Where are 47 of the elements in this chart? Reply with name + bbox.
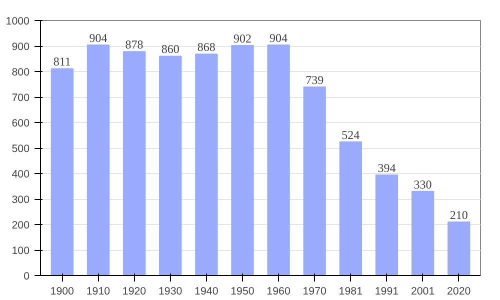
y-tick-label: 0 <box>24 270 30 282</box>
x-tick-label: 1991 <box>374 286 399 298</box>
data-label: 878 <box>125 38 144 52</box>
data-label: 330 <box>414 177 432 192</box>
y-tick-label: 700 <box>12 92 30 104</box>
y-tick-label: 800 <box>12 66 30 78</box>
bar <box>267 44 290 276</box>
bar <box>411 190 434 276</box>
x-tick-label: 1960 <box>266 286 290 298</box>
data-label: 904 <box>270 30 288 45</box>
y-tick-label: 100 <box>12 245 30 257</box>
x-tick-label: 1920 <box>122 286 146 298</box>
x-tick-label: 1900 <box>50 286 74 298</box>
data-label: 868 <box>197 40 216 54</box>
bar <box>339 141 362 276</box>
x-tick-label: 1970 <box>302 286 327 298</box>
bar <box>159 56 182 276</box>
x-tick-label: 1981 <box>338 286 363 298</box>
bar <box>448 221 470 276</box>
y-tick-label: 300 <box>12 194 30 206</box>
x-tick-label: 2001 <box>410 286 435 298</box>
bar <box>231 44 254 276</box>
data-label: 394 <box>378 161 396 176</box>
y-tick-label: 200 <box>12 220 30 232</box>
y-tick-label: 1000 <box>6 16 30 28</box>
bar <box>86 44 110 276</box>
x-tick-label: 1930 <box>158 286 182 298</box>
bar <box>195 54 218 276</box>
y-tick-label: 600 <box>12 118 30 130</box>
x-tick-label: 2020 <box>447 286 471 298</box>
y-tick-label: 900 <box>12 41 30 53</box>
y-tick-label: 400 <box>12 168 30 180</box>
data-label: 524 <box>342 128 360 142</box>
y-tick-label: 500 <box>12 143 30 155</box>
data-label: 904 <box>89 30 108 45</box>
bar <box>122 51 146 276</box>
x-tick-label: 1910 <box>86 286 110 298</box>
data-label: 860 <box>161 42 180 56</box>
bar <box>375 174 398 276</box>
data-label: 902 <box>233 31 252 46</box>
data-label: 210 <box>450 208 468 222</box>
data-label: 739 <box>306 73 324 88</box>
bar <box>50 68 74 276</box>
x-tick-label: 1940 <box>194 286 218 298</box>
x-tick-label: 1950 <box>230 286 254 298</box>
data-label: 811 <box>53 54 71 69</box>
bar <box>303 86 326 276</box>
